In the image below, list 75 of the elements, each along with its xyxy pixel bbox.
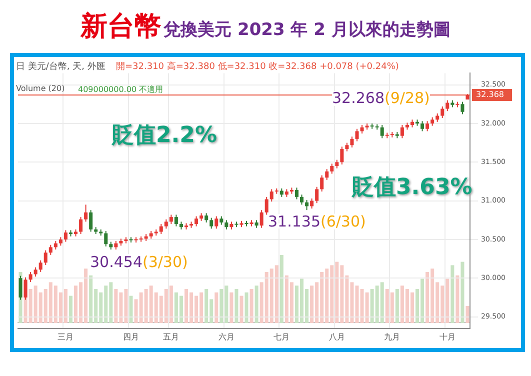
candlestick bbox=[440, 106, 444, 119]
candlestick bbox=[169, 214, 173, 224]
bar bbox=[466, 306, 470, 323]
candlestick bbox=[426, 120, 430, 132]
candlestick bbox=[446, 100, 450, 112]
bar bbox=[460, 262, 464, 323]
candlestick bbox=[320, 174, 324, 192]
bar bbox=[456, 275, 460, 323]
candlestick bbox=[79, 216, 83, 235]
candlestick bbox=[294, 187, 298, 200]
x-tick-label: 六月 bbox=[218, 332, 234, 342]
candlestick bbox=[305, 200, 309, 211]
candlestick bbox=[264, 196, 268, 216]
candlestick bbox=[400, 124, 404, 139]
candlestick bbox=[174, 214, 178, 227]
candlestick bbox=[64, 230, 68, 242]
candlestick bbox=[340, 146, 344, 165]
candlestick bbox=[325, 168, 329, 180]
candlestick bbox=[330, 163, 334, 174]
annotation: 31.135(6/30) bbox=[268, 212, 366, 230]
x-tick-label: 三月 bbox=[58, 332, 74, 342]
bar bbox=[234, 289, 238, 323]
x-tick-label: 八月 bbox=[328, 332, 345, 342]
bar bbox=[214, 292, 218, 323]
candlestick bbox=[310, 198, 314, 210]
annotation: 30.454(3/30) bbox=[90, 252, 188, 271]
candlestick bbox=[164, 218, 168, 230]
candlestick bbox=[28, 271, 32, 282]
candlestick bbox=[159, 224, 163, 235]
candlestick bbox=[355, 128, 359, 142]
bar bbox=[280, 255, 284, 323]
text: 日 美元/台幣, 天, 外匯 bbox=[16, 60, 106, 73]
chart-subtitle: 兌換美元 2023 年 2 月以來的走勢圖 bbox=[164, 19, 450, 41]
annotation: 409000000.00 不適用 bbox=[78, 84, 164, 95]
annotation: 貶值3.63% bbox=[352, 174, 472, 202]
bar bbox=[68, 296, 72, 323]
candlestick bbox=[260, 210, 264, 228]
candlestick bbox=[460, 101, 464, 115]
bar bbox=[244, 292, 248, 323]
candlestick bbox=[104, 230, 108, 247]
annotation: Volume (20) bbox=[16, 84, 65, 93]
candlestick bbox=[300, 194, 304, 206]
candlestick bbox=[380, 124, 384, 139]
chart-title: 新台幣 bbox=[80, 10, 162, 44]
x-tick-label: 四月 bbox=[123, 332, 139, 342]
candlestick bbox=[214, 216, 218, 230]
candlestick bbox=[315, 186, 319, 204]
x-tick-label: 十月 bbox=[439, 332, 456, 342]
x-tick-label: 五月 bbox=[163, 332, 180, 342]
annotation: 貶值2.2% bbox=[112, 122, 218, 150]
bar bbox=[395, 289, 399, 323]
candlestick bbox=[44, 250, 48, 266]
candlestick bbox=[204, 212, 208, 223]
x-tick-label: 九月 bbox=[384, 332, 400, 342]
bar bbox=[450, 265, 454, 323]
candlestick bbox=[38, 260, 42, 272]
bar bbox=[250, 289, 254, 323]
annotation: 32.268(9/28) bbox=[332, 89, 430, 107]
candlestick bbox=[420, 120, 424, 132]
text: 開=32.310 高=32.380 低=32.310 收=32.368 +0.078 (+0.24%) bbox=[116, 60, 399, 73]
candlestick bbox=[270, 188, 274, 202]
bar bbox=[240, 296, 244, 323]
ref-line-label: 32.368 bbox=[476, 90, 504, 100]
candlestick bbox=[34, 266, 38, 278]
candlestick bbox=[194, 216, 198, 227]
bar bbox=[254, 286, 258, 323]
x-tick-label: 七月 bbox=[274, 332, 290, 342]
candlestick bbox=[210, 217, 214, 230]
candlestick bbox=[224, 220, 228, 230]
candlestick bbox=[350, 136, 354, 148]
bar bbox=[230, 292, 234, 323]
bar bbox=[129, 296, 133, 323]
candlestick bbox=[89, 210, 93, 232]
candlestick bbox=[48, 244, 52, 256]
candlestick bbox=[84, 204, 88, 222]
